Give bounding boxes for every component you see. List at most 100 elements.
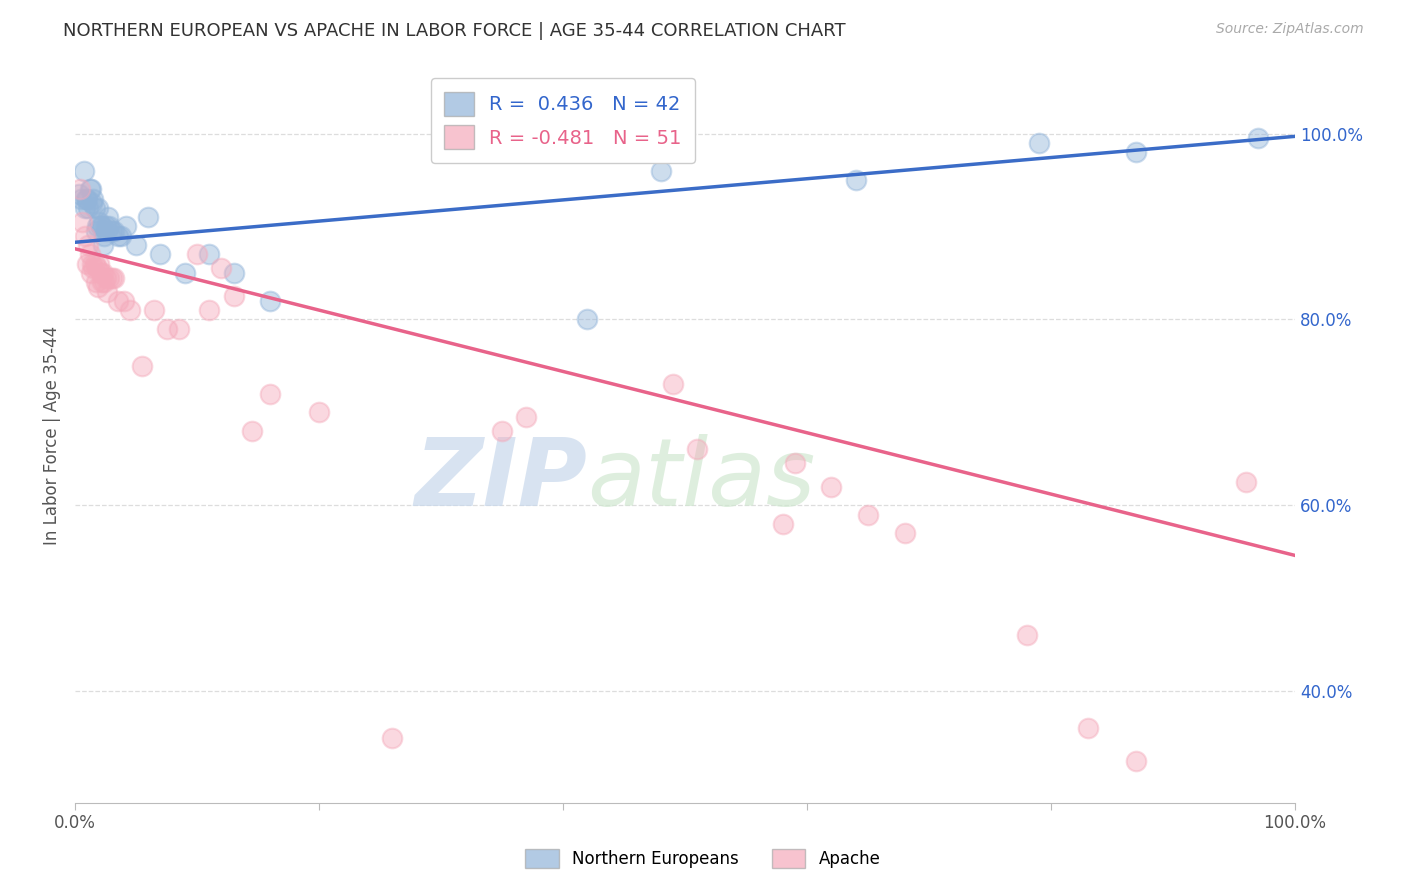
Point [845,173,868,187]
Text: Source: ZipAtlas.com: Source: ZipAtlas.com [1216,22,1364,37]
Point [91,266,114,280]
Point [72,163,94,178]
Point [98,219,121,234]
Point [198,247,221,261]
Point [67,186,90,201]
Legend: Northern Europeans, Apache: Northern Europeans, Apache [519,842,887,875]
Point [381,731,404,745]
Point [893,526,915,541]
Point [77,201,100,215]
Point [783,457,806,471]
Point [240,424,263,438]
Point [82,261,104,276]
Point [70,192,93,206]
Y-axis label: In Labor Force | Age 35-44: In Labor Force | Age 35-44 [44,326,60,545]
Point [90,219,112,234]
Point [80,266,103,280]
Point [1125,754,1147,768]
Point [576,312,599,326]
Point [100,224,122,238]
Point [222,289,245,303]
Point [77,238,100,252]
Point [90,219,112,234]
Point [94,219,117,234]
Point [209,261,232,276]
Point [1247,131,1270,145]
Point [73,228,96,243]
Point [118,303,141,318]
Point [1015,628,1038,642]
Point [86,219,108,234]
Point [93,228,115,243]
Point [80,182,103,196]
Point [72,215,94,229]
Point [84,224,107,238]
Point [186,247,208,261]
Point [515,409,537,424]
Text: ZIP: ZIP [415,434,588,525]
Point [86,261,108,276]
Text: atlas: atlas [588,434,815,525]
Point [79,182,101,196]
Point [1077,721,1099,735]
Point [93,275,115,289]
Point [75,192,97,206]
Point [100,270,122,285]
Legend: R =  0.436   N = 42, R = -0.481   N = 51: R = 0.436 N = 42, R = -0.481 N = 51 [430,78,695,162]
Point [143,303,166,318]
Point [155,321,177,335]
Point [820,480,842,494]
Point [1028,136,1050,150]
Point [107,293,129,308]
Point [94,270,117,285]
Point [173,266,195,280]
Point [89,215,111,229]
Point [107,228,129,243]
Point [686,442,709,457]
Point [80,196,103,211]
Point [90,275,112,289]
Point [89,257,111,271]
Point [90,266,112,280]
Point [103,270,125,285]
Point [772,516,794,531]
Point [91,238,114,252]
Text: NORTHERN EUROPEAN VS APACHE IN LABOR FORCE | AGE 35-44 CORRELATION CHART: NORTHERN EUROPEAN VS APACHE IN LABOR FOR… [63,22,846,40]
Point [83,257,105,271]
Point [259,386,281,401]
Point [82,192,104,206]
Point [222,266,245,280]
Point [856,508,879,522]
Point [79,247,101,261]
Point [103,224,125,238]
Point [87,280,110,294]
Point [96,285,118,299]
Point [112,293,135,308]
Point [80,257,103,271]
Point [87,201,110,215]
Point [167,321,190,335]
Point [259,293,281,308]
Point [662,377,685,392]
Point [83,201,105,215]
Point [76,192,98,206]
Point [96,224,118,238]
Point [1234,475,1257,489]
Point [69,182,91,196]
Point [308,405,330,419]
Point [76,257,98,271]
Point [125,238,148,252]
Point [149,247,172,261]
Point [650,163,672,178]
Point [1125,145,1147,160]
Point [73,201,96,215]
Point [491,424,513,438]
Point [97,210,120,224]
Point [98,270,121,285]
Point [115,219,138,234]
Point [136,210,159,224]
Point [131,359,153,373]
Point [84,275,107,289]
Point [110,228,132,243]
Point [198,303,221,318]
